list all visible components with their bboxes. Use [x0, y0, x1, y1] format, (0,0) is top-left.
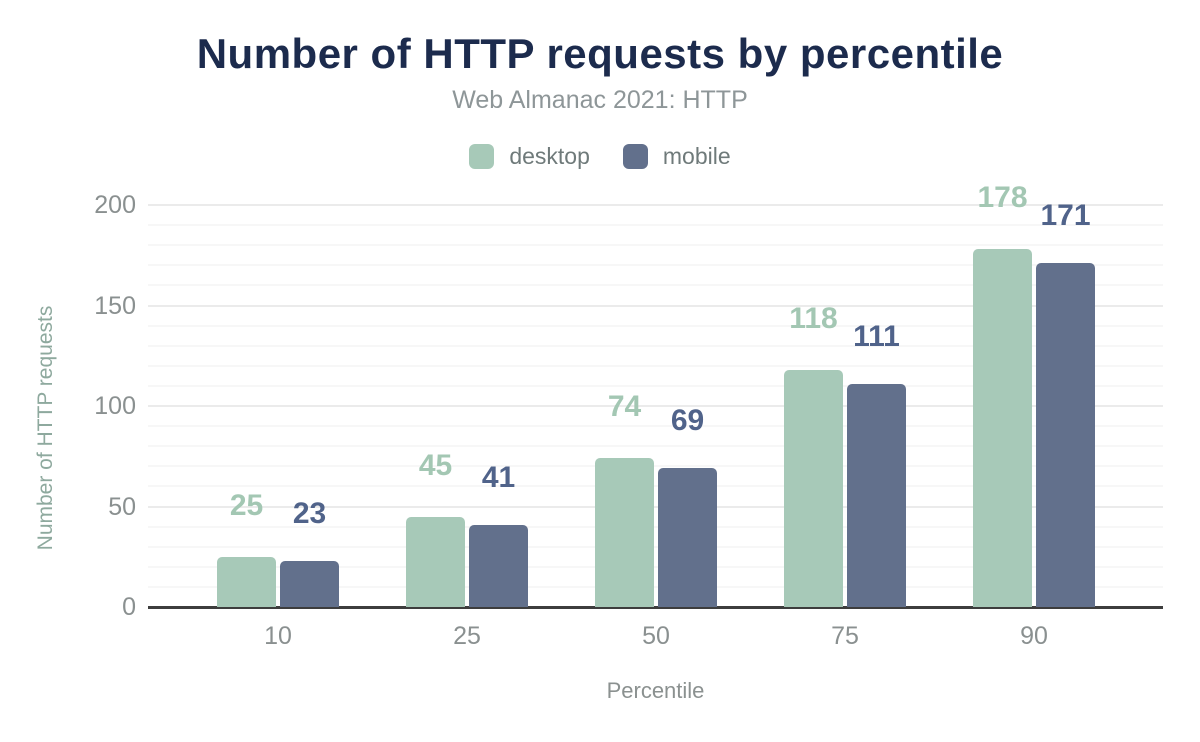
gridline-140 [148, 324, 1163, 327]
legend-label-desktop: desktop [509, 143, 590, 169]
gridline-130 [148, 344, 1163, 347]
legend: desktop mobile [0, 143, 1200, 169]
gridline-30 [148, 545, 1163, 548]
chart-subtitle: Web Almanac 2021: HTTP [452, 86, 748, 114]
desktop-value-label-p90: 178 [977, 181, 1028, 215]
gridline-40 [148, 525, 1163, 528]
legend-item-desktop: desktop [469, 143, 590, 169]
desktop-bar-p50 [595, 458, 654, 607]
gridline-180 [148, 244, 1163, 247]
legend-item-mobile: mobile [622, 143, 731, 169]
gridline-90 [148, 425, 1163, 428]
plot-area: 25 23 45 41 74 69 118 111 178 171 [148, 183, 1163, 609]
x-tick-25: 25 [453, 622, 481, 650]
x-axis-title: Percentile [606, 678, 705, 703]
mobile-bar-p75 [847, 383, 906, 607]
gridline-80 [148, 445, 1163, 448]
gridline-170 [148, 264, 1163, 267]
desktop-value-label-p50: 74 [607, 390, 642, 424]
mobile-value-label-p75: 111 [853, 319, 900, 353]
gridline-20 [148, 565, 1163, 568]
gridline-50 [148, 505, 1163, 508]
mobile-bar-p25 [469, 524, 528, 607]
gridline-190 [148, 224, 1163, 227]
y-tick-50: 50 [108, 492, 136, 521]
mobile-value-label-p90: 171 [1040, 199, 1091, 233]
y-tick-200: 200 [94, 191, 136, 219]
desktop-bar-p10 [217, 556, 276, 607]
y-tick-150: 150 [94, 291, 136, 320]
x-tick-10: 10 [264, 622, 292, 650]
gridline-200 [148, 204, 1163, 206]
gridline-70 [148, 465, 1163, 468]
mobile-bar-p50 [658, 468, 717, 607]
x-tick-50: 50 [642, 622, 670, 650]
mobile-value-label-p10: 23 [292, 496, 327, 530]
gridline-150 [148, 304, 1163, 307]
mobile-swatch-icon [622, 143, 648, 169]
gridline-160 [148, 284, 1163, 287]
gridline-110 [148, 384, 1163, 387]
mobile-value-label-p25: 41 [481, 460, 516, 494]
legend-label-mobile: mobile [662, 143, 731, 169]
desktop-value-label-p10: 25 [229, 488, 264, 522]
desktop-value-label-p25: 45 [418, 448, 453, 482]
gridline-60 [148, 485, 1163, 488]
desktop-swatch-icon [469, 143, 495, 169]
mobile-value-label-p50: 69 [670, 404, 705, 438]
gridline-100 [148, 405, 1163, 407]
mobile-bar-p90 [1036, 263, 1095, 607]
desktop-bar-p75 [784, 369, 843, 607]
desktop-bar-p90 [973, 249, 1032, 607]
gridline-120 [148, 364, 1163, 367]
desktop-bar-p25 [406, 516, 465, 607]
mobile-bar-p10 [280, 560, 339, 607]
x-axis-line [148, 606, 1163, 609]
gridline-10 [148, 585, 1163, 588]
desktop-value-label-p75: 118 [789, 301, 838, 335]
y-tick-100: 100 [94, 392, 136, 420]
y-tick-0: 0 [122, 593, 136, 621]
chart-title: Number of HTTP requests by percentile [196, 30, 1004, 77]
x-tick-75: 75 [831, 622, 859, 650]
x-tick-90: 90 [1020, 622, 1048, 650]
